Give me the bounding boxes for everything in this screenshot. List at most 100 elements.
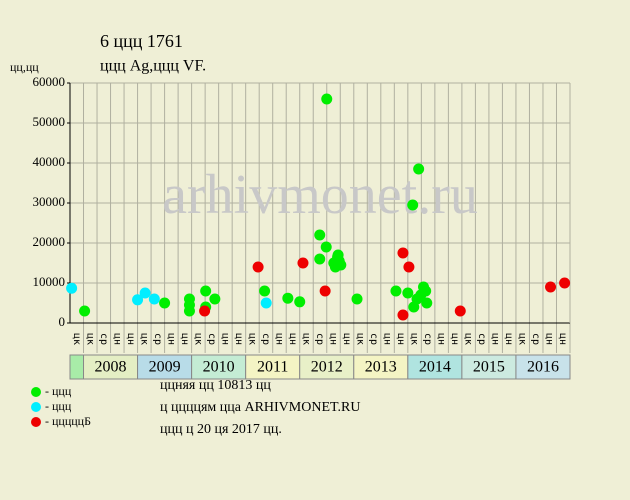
y-tick-label: 10000	[33, 274, 66, 289]
quarter-label: цк	[300, 333, 311, 345]
quarter-label: цн	[544, 333, 555, 345]
quarter-label: цк	[192, 333, 203, 345]
data-point	[420, 285, 432, 297]
year-band	[69, 354, 85, 380]
quarter-label: цк	[463, 333, 474, 345]
quarter-label: ср	[368, 333, 379, 345]
quarter-label: цн	[125, 333, 136, 345]
quarter-label: цк	[355, 333, 366, 345]
data-point	[559, 277, 571, 289]
year-band	[299, 354, 355, 380]
quarter-label: цк	[517, 333, 528, 345]
footer-text: ццняя цц 10813 цц	[160, 378, 271, 393]
quarter-label: ср	[422, 333, 433, 345]
quarter-label: цн	[490, 333, 501, 345]
data-point	[335, 259, 347, 271]
quarter-label: цн	[557, 333, 568, 345]
legend-label: - ццц	[45, 399, 72, 413]
data-point	[545, 281, 557, 293]
data-point	[320, 241, 332, 253]
year-label: 2012	[311, 359, 343, 376]
quarter-label: цн	[436, 333, 447, 345]
quarter-label: цн	[111, 333, 122, 345]
legend-label: - цццццБ	[45, 414, 91, 428]
data-point	[294, 296, 306, 308]
data-point	[139, 287, 151, 299]
legend-marker	[31, 387, 41, 397]
data-point	[421, 297, 433, 309]
year-band	[353, 354, 409, 380]
footer-text: ццц ц 20 ця 2017 цц.	[160, 422, 282, 437]
y-tick-label: 60000	[33, 74, 66, 89]
y-tick-label: 30000	[33, 194, 66, 209]
year-band	[407, 354, 463, 380]
quarter-label: ср	[260, 333, 271, 345]
quarter-label: ср	[206, 333, 217, 345]
data-point	[332, 249, 344, 261]
year-label: 2015	[473, 359, 505, 376]
quarter-label: цн	[219, 333, 230, 345]
quarter-label: ср	[314, 333, 325, 345]
data-point	[259, 285, 271, 297]
y-tick-label: 40000	[33, 154, 66, 169]
quarter-label: цн	[449, 333, 460, 345]
year-band	[191, 354, 247, 380]
watermark: arhivmonet.ru	[162, 164, 478, 226]
year-label: 2009	[149, 359, 181, 376]
quarter-label: ср	[98, 333, 109, 345]
quarter-label: цн	[179, 333, 190, 345]
data-point	[282, 292, 294, 304]
data-point	[79, 305, 91, 317]
data-point	[413, 163, 425, 175]
data-point	[148, 293, 160, 305]
footer-text: ц ццццям цца ARHIVMONET.RU	[160, 400, 360, 415]
legend-marker	[31, 417, 41, 427]
quarter-label: цн	[233, 333, 244, 345]
quarter-label: ср	[152, 333, 163, 345]
year-label: 2014	[419, 359, 451, 376]
data-point	[321, 93, 333, 105]
quarter-label: цн	[273, 333, 284, 345]
quarter-label: цк	[71, 333, 82, 345]
data-point	[319, 285, 331, 297]
data-point	[403, 261, 415, 273]
quarter-label: цк	[138, 333, 149, 345]
year-band	[515, 354, 571, 380]
data-point	[407, 199, 419, 211]
year-label: 2011	[257, 359, 288, 376]
year-label: 2016	[527, 359, 559, 376]
quarter-label: цк	[409, 333, 420, 345]
y-tick-label: 20000	[33, 234, 66, 249]
quarter-label: цк	[246, 333, 257, 345]
data-point	[252, 261, 264, 273]
data-point	[314, 253, 326, 265]
quarter-label: цн	[328, 333, 339, 345]
data-point	[199, 305, 211, 317]
data-point	[402, 287, 414, 299]
chart-title: 6 ццц 1761	[100, 31, 183, 51]
data-point	[209, 293, 221, 305]
quarter-label: цн	[341, 333, 352, 345]
year-label: 2008	[95, 359, 127, 376]
data-point	[183, 305, 195, 317]
y-axis-label: цц,цц	[10, 60, 39, 74]
data-point	[66, 282, 78, 294]
year-label: 2010	[203, 359, 235, 376]
year-band	[83, 354, 139, 380]
quarter-label: цн	[165, 333, 176, 345]
data-point	[397, 247, 409, 259]
data-point	[132, 294, 144, 306]
data-point	[260, 297, 272, 309]
legend-label: - ццц	[45, 384, 72, 398]
y-tick-label: 0	[59, 314, 66, 329]
data-point	[454, 305, 466, 317]
legend-marker	[31, 402, 41, 412]
quarter-label: цн	[382, 333, 393, 345]
data-point	[297, 257, 309, 269]
chart-subtitle: ццц Ag,ццц VF.	[100, 58, 206, 75]
quarter-label: цн	[503, 333, 514, 345]
data-point	[200, 285, 212, 297]
data-point	[314, 229, 326, 241]
